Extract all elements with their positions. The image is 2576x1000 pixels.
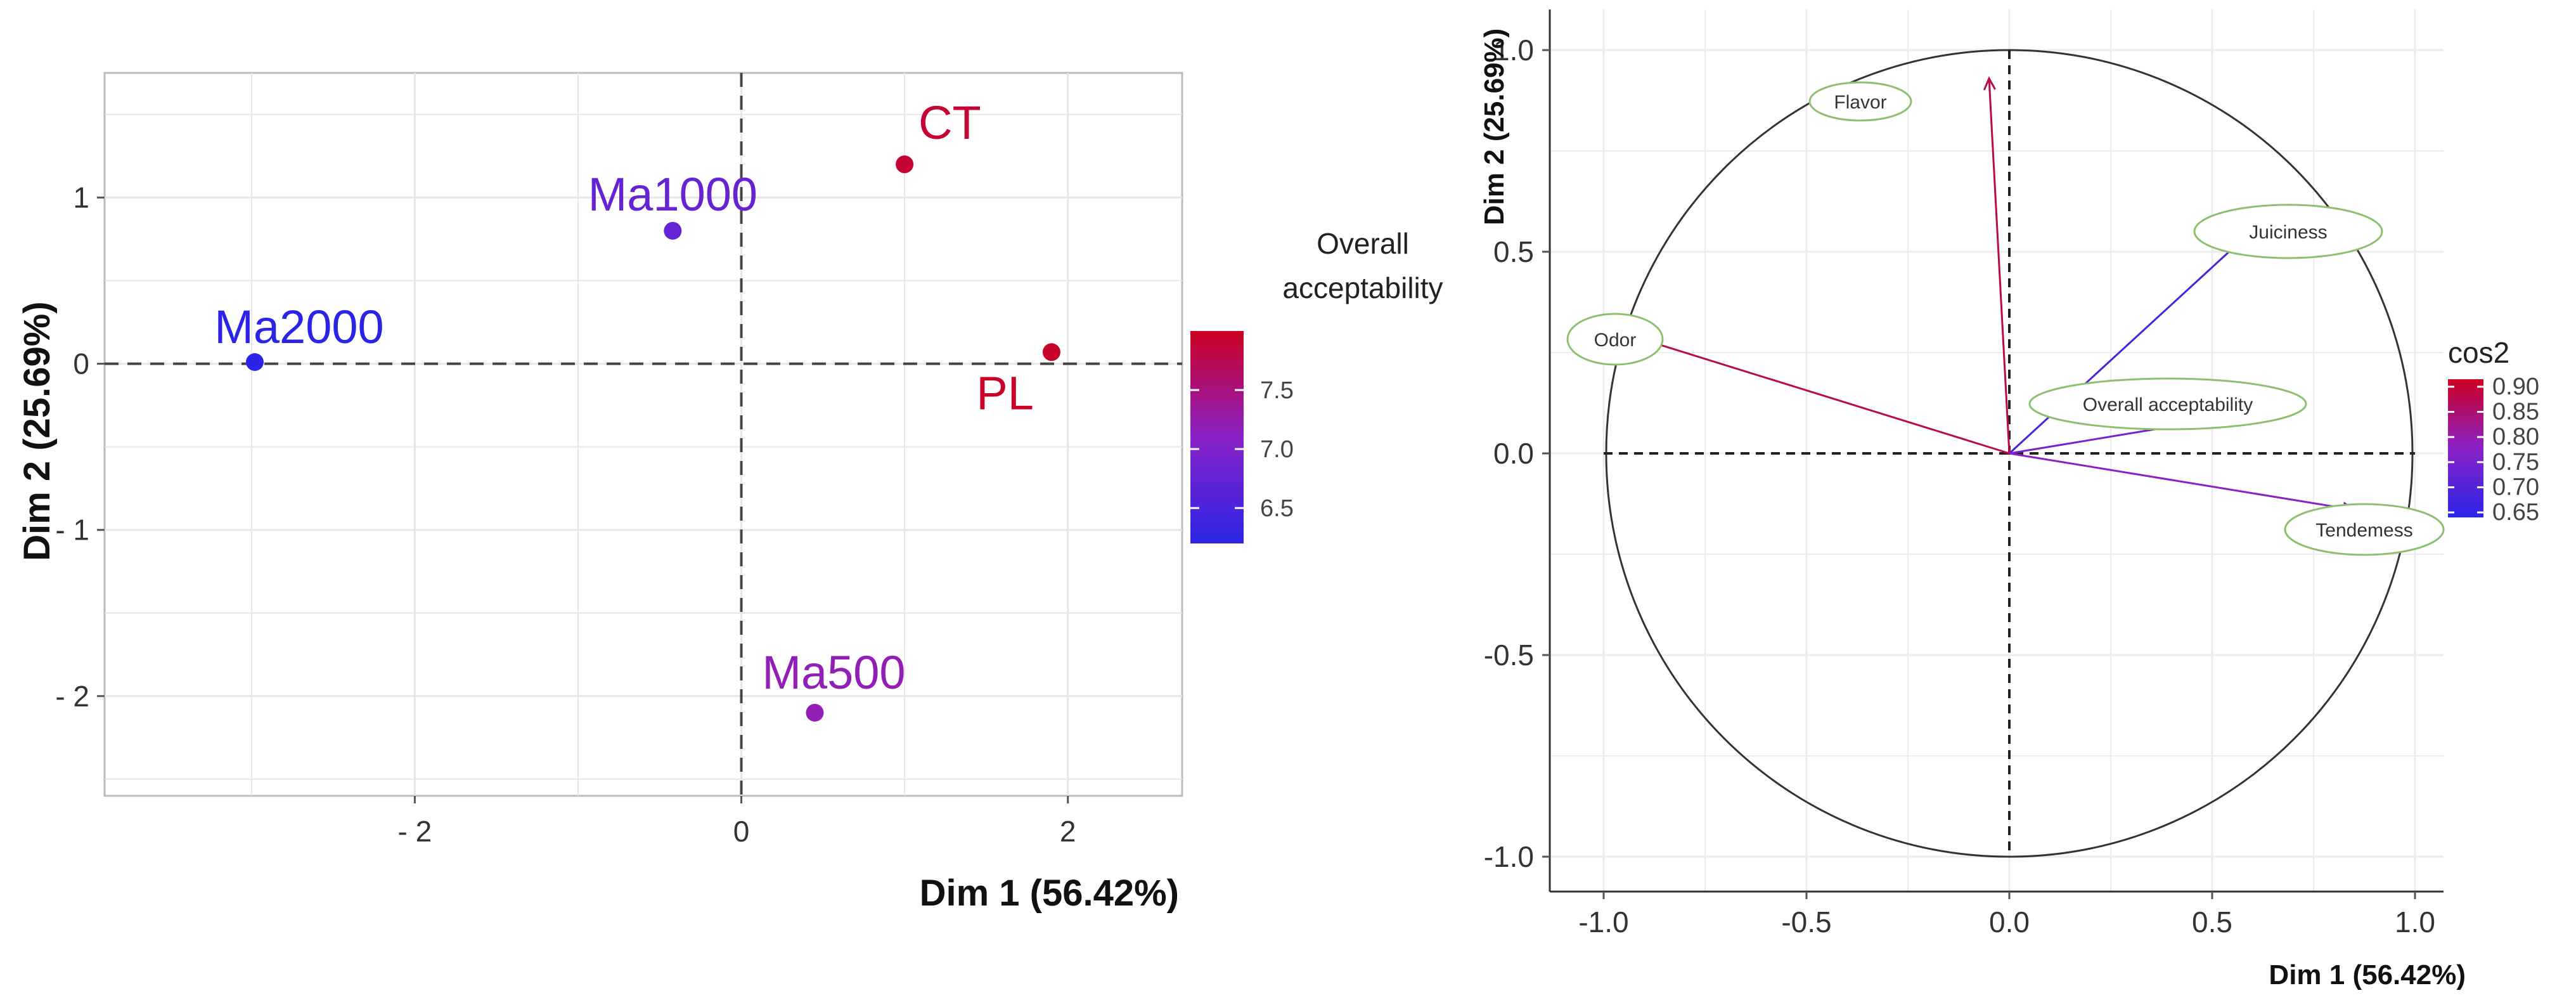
right-x-ticks: -1.0 -0.5 0.0 0.5 1.0	[1578, 892, 2435, 938]
point-label-pl: PL	[976, 367, 1034, 419]
point-ma500	[806, 703, 824, 722]
right-x-tick-label: -1.0	[1578, 906, 1628, 938]
right-y-tick-label: -1.0	[1484, 840, 1534, 873]
left-y-tick-label: - 2	[55, 680, 89, 713]
left-legend: Overall acceptability 7.5 7.0 6.5	[1190, 227, 1443, 543]
label-ellipse-flavor	[1808, 81, 1912, 122]
right-legend-tick-label: 0.70	[2492, 474, 2539, 500]
label-ellipse-odor	[1566, 313, 1664, 366]
left-y-axis-title: Dim 2 (25.69%)	[16, 301, 58, 561]
right-legend-ticks: 0.900.850.800.750.700.65	[2448, 373, 2539, 526]
variable-label-flavor: Flavor	[1834, 92, 1886, 113]
point-label-ma1000: Ma1000	[588, 168, 757, 221]
left-legend-ticks: 7.5 7.0 6.5	[1190, 377, 1294, 522]
right-legend-colorbar	[2448, 379, 2483, 517]
point-ct	[896, 155, 914, 174]
variable-label-juiciness: Juiciness	[2249, 222, 2327, 243]
right-legend-tick-label: 0.85	[2492, 399, 2539, 425]
right-variable-arrows: Flavor Juiciness Odor Overall acceptability…	[1566, 76, 2445, 556]
left-legend-title-line2: acceptability	[1282, 271, 1443, 304]
right-y-tick-label: 1.0	[1493, 34, 1534, 67]
right-chart: -1.0 -0.5 0.0 0.5 1.0 1.0 0.5 0.0 -0.5 -1.0 Flav…	[1479, 10, 2539, 990]
right-gridlines	[1550, 10, 2444, 892]
label-ellipse-overall-acceptability	[2028, 377, 2307, 431]
arrow-tendemess	[2009, 452, 2355, 511]
right-y-ticks: 1.0 0.5 0.0 -0.5 -1.0	[1484, 34, 1550, 873]
point-label-ma500: Ma500	[762, 646, 905, 699]
variable-label-overall-acceptability: Overall acceptability	[2083, 394, 2253, 415]
left-plot-panel	[103, 72, 1183, 797]
left-y-tick-label: 1	[73, 181, 89, 214]
left-reference-lines	[105, 73, 1182, 796]
right-legend-title: cos2	[2448, 336, 2509, 369]
left-x-tick-label: 0	[733, 815, 750, 848]
right-x-tick-label: 1.0	[2395, 906, 2435, 938]
left-x-tick-label: - 2	[398, 815, 432, 848]
left-legend-title-line1: Overall	[1317, 227, 1409, 260]
point-pl	[1042, 343, 1060, 361]
point-ma2000	[245, 353, 264, 371]
variable-label-tendemess: Tendemess	[2315, 520, 2412, 541]
point-label-ma2000: Ma2000	[214, 301, 383, 353]
point-label-ct: CT	[918, 96, 981, 149]
right-legend-tick-label: 0.75	[2492, 449, 2539, 476]
left-legend-tick-label: 7.5	[1260, 377, 1294, 404]
arrowhead-flavor	[1983, 76, 1996, 91]
left-legend-colorbar	[1190, 331, 1244, 543]
variable-label-odor: Odor	[1594, 330, 1637, 351]
left-chart: - 2 0 2 1 0 - 1 - 2 CT Ma1000 Ma2000 PL Ma500 Dim…	[16, 72, 1443, 914]
right-x-axis-title: Dim 1 (56.42%)	[2269, 959, 2466, 990]
arrow-flavor	[1988, 78, 2011, 454]
right-legend: cos2 0.900.850.800.750.700.65	[2448, 336, 2539, 526]
arrow-odor	[1620, 331, 2010, 455]
right-x-tick-label: 0.5	[2192, 906, 2232, 938]
left-points: CT Ma1000 Ma2000 PL Ma500	[214, 96, 1060, 722]
right-legend-tick-label: 0.65	[2492, 499, 2539, 526]
right-y-tick-label: 0.5	[1493, 235, 1534, 268]
left-legend-tick-label: 7.0	[1260, 436, 1294, 463]
point-ma1000	[664, 221, 682, 240]
right-x-tick-label: 0.0	[1989, 906, 2030, 938]
left-x-axis-title: Dim 1 (56.42%)	[920, 873, 1179, 914]
label-ellipse-tendemess	[2284, 503, 2445, 556]
right-x-tick-label: -0.5	[1781, 906, 1831, 938]
left-legend-tick-label: 6.5	[1260, 495, 1294, 522]
left-x-tick-label: 2	[1060, 815, 1076, 848]
right-y-axis-title: Dim 2 (25.69%)	[1479, 29, 1510, 226]
left-y-tick-label: - 1	[55, 514, 89, 547]
right-legend-tick-label: 0.90	[2492, 373, 2539, 400]
left-gridlines	[105, 73, 1182, 796]
right-y-tick-label: 0.0	[1493, 437, 1534, 470]
left-y-ticks: 1 0 - 1 - 2	[55, 181, 105, 713]
label-ellipse-juiciness	[2193, 204, 2383, 259]
left-x-ticks: - 2 0 2	[398, 796, 1076, 848]
right-legend-tick-label: 0.80	[2492, 424, 2539, 450]
left-y-tick-label: 0	[73, 347, 89, 380]
right-y-tick-label: -0.5	[1484, 639, 1534, 672]
